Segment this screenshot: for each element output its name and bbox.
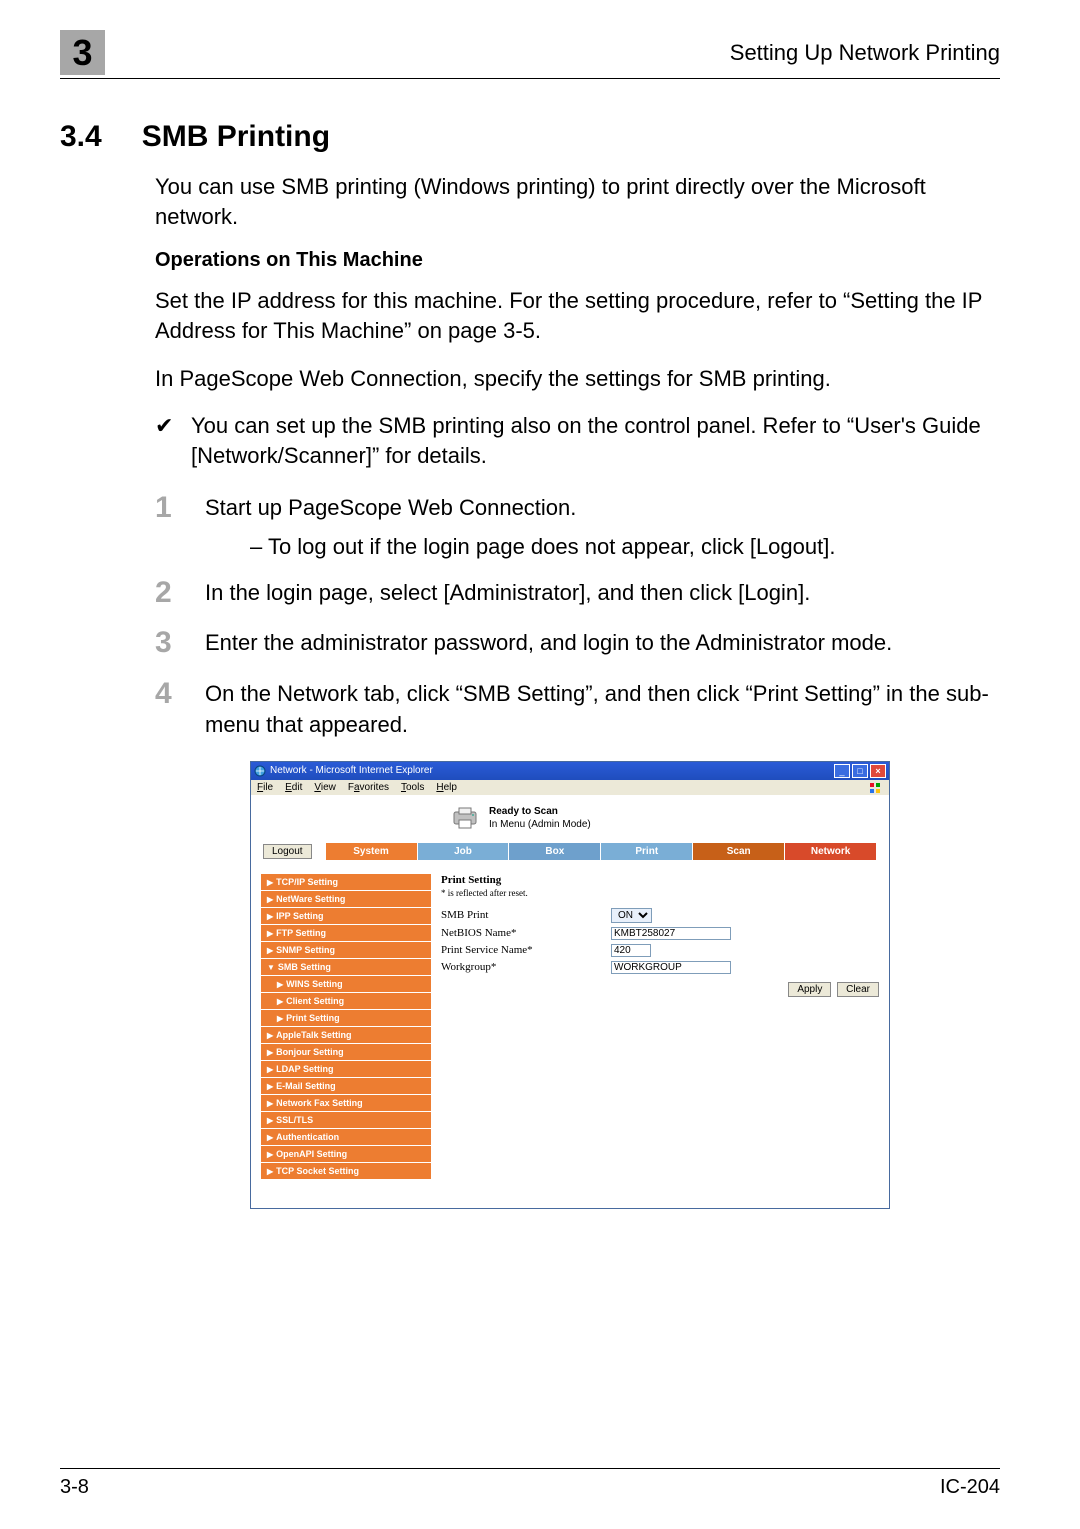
tab-job[interactable]: Job (418, 843, 510, 860)
tab-system[interactable]: System (326, 843, 418, 860)
sidebar-item-ssltls[interactable]: ▶SSL/TLS (261, 1112, 431, 1129)
sidebar-item-netware[interactable]: ▶NetWare Setting (261, 891, 431, 908)
sidebar-item-wins[interactable]: ▶WINS Setting (261, 976, 431, 993)
select-smb-print[interactable]: ON (611, 908, 652, 923)
status-line2: In Menu (Admin Mode) (489, 819, 591, 830)
page-header-right: Setting Up Network Printing (730, 40, 1000, 66)
step-text: Start up PageScope Web Connection. (205, 495, 576, 520)
footer-model: IC-204 (940, 1476, 1000, 1499)
sidebar-item-authentication[interactable]: ▶Authentication (261, 1129, 431, 1146)
paragraph-ip: Set the IP address for this machine. For… (155, 286, 1000, 345)
form-row-service: Print Service Name* (441, 944, 879, 957)
step-text: On the Network tab, click “SMB Setting”,… (205, 681, 989, 737)
sidebar-item-snmp[interactable]: ▶SNMP Setting (261, 942, 431, 959)
tab-print[interactable]: Print (601, 843, 693, 860)
sidebar-item-client[interactable]: ▶Client Setting (261, 993, 431, 1010)
main-panel-title: Print Setting (441, 874, 879, 886)
menu-edit[interactable]: Edit (285, 782, 302, 793)
input-service[interactable] (611, 944, 651, 957)
sidebar-item-ldap[interactable]: ▶LDAP Setting (261, 1061, 431, 1078)
menu-favorites[interactable]: Favorites (348, 782, 389, 793)
sidebar-item-ipp[interactable]: ▶IPP Setting (261, 908, 431, 925)
step-number: 2 (155, 572, 172, 614)
apply-button[interactable]: Apply (788, 982, 831, 997)
main-panel-note: * is reflected after reset. (441, 888, 879, 898)
step-number: 1 (155, 487, 172, 529)
status-line1: Ready to Scan (489, 806, 558, 817)
sidebar-item-openapi[interactable]: ▶OpenAPI Setting (261, 1146, 431, 1163)
label-service: Print Service Name* (441, 944, 611, 956)
ie-window-title: Network - Microsoft Internet Explorer (270, 765, 834, 776)
sidebar-item-ftp[interactable]: ▶FTP Setting (261, 925, 431, 942)
ie-throbber-icon (867, 781, 885, 795)
tab-scan[interactable]: Scan (693, 843, 785, 860)
pagescope-sidebar: ▶TCP/IP Setting ▶NetWare Setting ▶IPP Se… (261, 874, 431, 1188)
logout-button[interactable]: Logout (263, 844, 312, 859)
label-smb-print: SMB Print (441, 909, 611, 921)
section-title: 3.4 SMB Printing (60, 120, 1000, 154)
input-netbios[interactable] (611, 927, 731, 940)
step-1-sub: – To log out if the login page does not … (250, 534, 1000, 560)
input-workgroup[interactable] (611, 961, 731, 974)
step-3: 3 Enter the administrator password, and … (155, 628, 1000, 659)
sidebar-item-smb[interactable]: ▼SMB Setting (261, 959, 431, 976)
step-1: 1 Start up PageScope Web Connection. (155, 493, 1000, 524)
window-maximize-button[interactable]: □ (852, 764, 868, 778)
clear-button[interactable]: Clear (837, 982, 879, 997)
sidebar-item-tcpip[interactable]: ▶TCP/IP Setting (261, 874, 431, 891)
footer-page-number: 3-8 (60, 1476, 89, 1499)
section-heading-text: SMB Printing (142, 120, 330, 153)
window-close-button[interactable]: × (870, 764, 886, 778)
subheading: Operations on This Machine (155, 249, 1000, 272)
chapter-number-badge: 3 (60, 30, 105, 75)
step-text: In the login page, select [Administrator… (205, 580, 810, 605)
label-netbios: NetBIOS Name* (441, 927, 611, 939)
paragraph-pagescope: In PageScope Web Connection, specify the… (155, 364, 1000, 394)
step-number: 3 (155, 622, 172, 664)
form-row-netbios: NetBIOS Name* (441, 927, 879, 940)
menu-view[interactable]: View (314, 782, 336, 793)
step-4: 4 On the Network tab, click “SMB Setting… (155, 679, 1000, 741)
form-row-workgroup: Workgroup* (441, 961, 879, 974)
pagescope-main: Print Setting * is reflected after reset… (441, 874, 879, 1188)
printer-icon (451, 806, 479, 830)
sidebar-item-bonjour[interactable]: ▶Bonjour Setting (261, 1044, 431, 1061)
step-text: Enter the administrator password, and lo… (205, 630, 892, 655)
sidebar-item-email[interactable]: ▶E-Mail Setting (261, 1078, 431, 1095)
sidebar-item-tcpsocket[interactable]: ▶TCP Socket Setting (261, 1163, 431, 1180)
header-rule (60, 78, 1000, 79)
ie-titlebar: Network - Microsoft Internet Explorer _ … (251, 762, 889, 780)
menu-tools[interactable]: Tools (401, 782, 424, 793)
pagescope-header: Ready to Scan In Menu (Admin Mode) (251, 795, 889, 837)
sidebar-item-print[interactable]: ▶Print Setting (261, 1010, 431, 1027)
status-text: Ready to Scan In Menu (Admin Mode) (489, 805, 591, 831)
menu-file[interactable]: File (257, 782, 273, 793)
tab-network[interactable]: Network (785, 843, 877, 860)
sidebar-item-appletalk[interactable]: ▶AppleTalk Setting (261, 1027, 431, 1044)
label-workgroup: Workgroup* (441, 961, 611, 973)
step-2: 2 In the login page, select [Administrat… (155, 578, 1000, 609)
ie-menubar: File Edit View Favorites Tools Help (251, 780, 889, 795)
pagescope-tabs: Logout System Job Box Print Scan Network (251, 837, 889, 868)
intro-paragraph: You can use SMB printing (Windows printi… (155, 172, 1000, 231)
section-number: 3.4 (60, 120, 102, 154)
footer-rule (60, 1468, 1000, 1469)
embedded-screenshot: Network - Microsoft Internet Explorer _ … (250, 761, 1000, 1209)
check-item: You can set up the SMB printing also on … (155, 411, 1000, 470)
step-number: 4 (155, 673, 172, 715)
ie-icon (254, 765, 266, 777)
ie-window: Network - Microsoft Internet Explorer _ … (250, 761, 890, 1209)
menu-help[interactable]: Help (436, 782, 457, 793)
window-minimize-button[interactable]: _ (834, 764, 850, 778)
tab-box[interactable]: Box (509, 843, 601, 860)
form-row-smb-print: SMB Print ON (441, 908, 879, 923)
sidebar-item-networkfax[interactable]: ▶Network Fax Setting (261, 1095, 431, 1112)
